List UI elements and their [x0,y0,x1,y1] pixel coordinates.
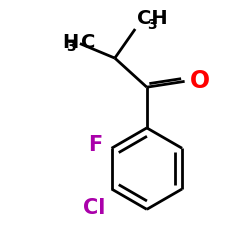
Text: CH: CH [137,8,167,28]
Text: 3: 3 [66,40,75,54]
Text: Cl: Cl [83,198,106,218]
Text: F: F [88,135,103,155]
Text: O: O [190,69,210,93]
Text: 3: 3 [147,18,157,32]
Text: C: C [81,33,95,52]
Text: H: H [62,33,78,52]
